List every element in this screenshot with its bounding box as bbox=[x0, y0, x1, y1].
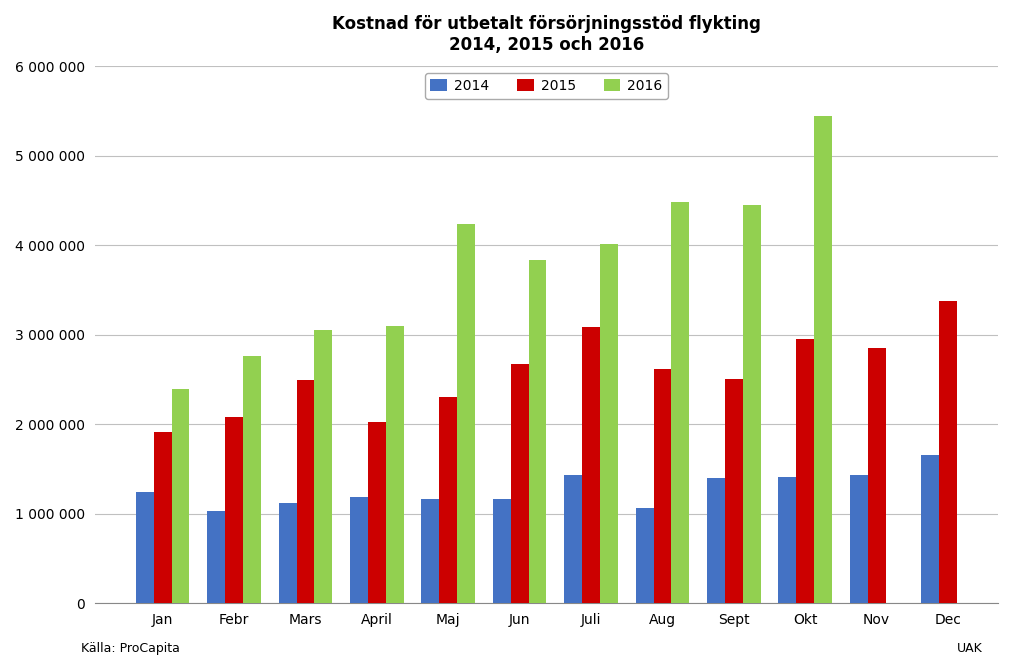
Bar bbox=[225, 417, 243, 604]
Bar bbox=[368, 422, 386, 604]
Bar bbox=[636, 508, 653, 604]
Bar bbox=[440, 397, 457, 604]
Bar bbox=[493, 499, 511, 604]
Bar bbox=[297, 380, 314, 604]
Bar bbox=[171, 389, 189, 604]
Bar bbox=[653, 369, 672, 604]
Text: Källa: ProCapita: Källa: ProCapita bbox=[81, 642, 180, 655]
Title: Kostnad för utbetalt försörjningsstöd flykting
2014, 2015 och 2016: Kostnad för utbetalt försörjningsstöd fl… bbox=[332, 15, 761, 54]
Bar bbox=[136, 492, 154, 604]
Bar bbox=[743, 205, 761, 604]
Bar bbox=[672, 202, 689, 604]
Bar bbox=[511, 363, 529, 604]
Bar bbox=[921, 455, 939, 604]
Bar bbox=[725, 379, 743, 604]
Text: UAK: UAK bbox=[957, 642, 983, 655]
Bar bbox=[350, 497, 368, 604]
Bar bbox=[778, 477, 796, 604]
Bar bbox=[154, 432, 171, 604]
Bar bbox=[421, 499, 440, 604]
Bar bbox=[868, 348, 885, 604]
Bar bbox=[208, 511, 225, 604]
Bar bbox=[243, 356, 260, 604]
Bar bbox=[814, 116, 832, 604]
Bar bbox=[386, 326, 403, 604]
Legend: 2014, 2015, 2016: 2014, 2015, 2016 bbox=[424, 73, 668, 99]
Bar bbox=[582, 327, 600, 604]
Bar bbox=[279, 503, 297, 604]
Bar bbox=[796, 338, 814, 604]
Bar bbox=[939, 301, 957, 604]
Bar bbox=[707, 478, 725, 604]
Bar bbox=[314, 330, 332, 604]
Bar bbox=[529, 260, 546, 604]
Bar bbox=[564, 475, 582, 604]
Bar bbox=[850, 475, 868, 604]
Bar bbox=[600, 244, 618, 604]
Bar bbox=[457, 224, 475, 604]
